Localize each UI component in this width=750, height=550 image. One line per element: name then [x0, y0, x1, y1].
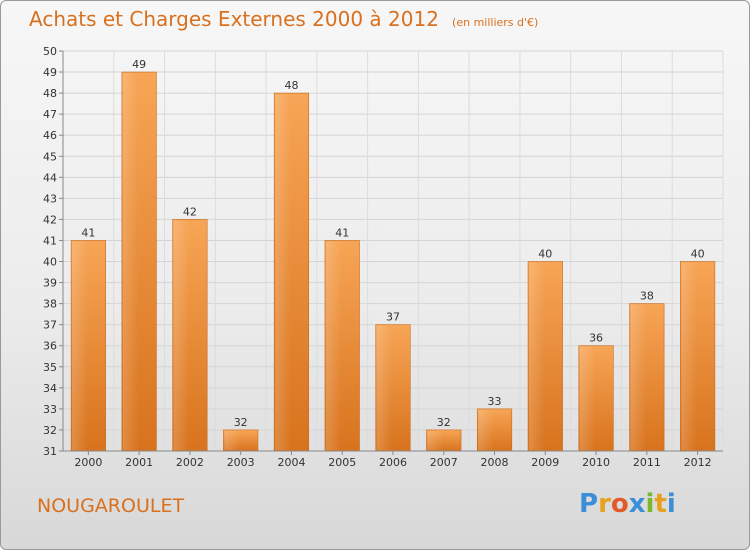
chart-subtitle: (en milliers d'€) [452, 16, 539, 29]
bar-highlight [681, 262, 697, 450]
x-tick-label: 2001 [125, 456, 153, 469]
data-label: 37 [386, 311, 400, 324]
bar-highlight [173, 220, 190, 450]
x-tick-label: 2005 [328, 456, 356, 469]
y-tick-label: 38 [43, 298, 57, 311]
y-tick-label: 42 [43, 213, 57, 226]
bar-highlight [224, 430, 240, 450]
data-label: 32 [234, 416, 248, 429]
y-tick-label: 37 [43, 319, 57, 332]
title-row: Achats et Charges Externes 2000 à 2012 (… [29, 7, 538, 31]
x-tick-label: 2004 [277, 456, 305, 469]
logo-letter: i [666, 489, 676, 519]
x-tick-label: 2000 [74, 456, 102, 469]
x-tick-label: 2011 [633, 456, 661, 469]
x-tick-label: 2009 [531, 456, 559, 469]
y-tick-label: 35 [43, 361, 57, 374]
bar-highlight [275, 94, 291, 451]
bar-highlight [122, 73, 139, 450]
y-tick-label: 40 [43, 256, 57, 269]
logo-letter: i [645, 489, 655, 519]
y-tick-label: 36 [43, 340, 57, 353]
bar-highlight [630, 304, 647, 450]
y-tick-label: 34 [43, 382, 57, 395]
logo-letter: t [654, 489, 667, 519]
y-tick-label: 39 [43, 277, 57, 290]
x-tick-label: 2003 [227, 456, 255, 469]
y-tick-label: 47 [43, 108, 57, 121]
data-label: 38 [640, 290, 654, 303]
proxiti-logo: Proxiti [579, 489, 676, 519]
data-label: 41 [81, 226, 95, 239]
x-tick-label: 2010 [582, 456, 610, 469]
bar-highlight [529, 262, 545, 450]
axis-layer: 31 32 33 34 35 36 37 38 39 40 41 42 43 44 45 46 47 48 49 50… [43, 45, 723, 469]
x-tick-label: 2007 [430, 456, 458, 469]
y-tick-label: 50 [43, 45, 57, 58]
bar-highlight [325, 241, 342, 450]
data-label: 32 [437, 416, 451, 429]
bar-highlight [72, 241, 88, 450]
logo-letter: x [628, 489, 646, 519]
commune-name: NOUGAROULET [37, 495, 185, 517]
y-tick-label: 33 [43, 403, 57, 416]
y-tick-label: 46 [43, 129, 57, 142]
data-label: 49 [132, 58, 146, 71]
bar-highlight [579, 346, 596, 450]
y-tick-label: 45 [43, 150, 57, 163]
bar-highlight [427, 430, 444, 450]
bars-layer: 41 49 42 32 48 41 37 32 33 40 36 38 40 [70, 58, 716, 452]
data-label: 36 [589, 332, 603, 345]
data-label: 41 [335, 226, 349, 239]
data-label: 33 [488, 395, 502, 408]
chart-title: Achats et Charges Externes 2000 à 2012 [29, 7, 439, 31]
y-tick-label: 32 [43, 424, 57, 437]
logo-letter: o [610, 489, 629, 519]
data-label: 40 [538, 248, 552, 261]
y-tick-label: 31 [43, 445, 57, 458]
data-label: 42 [183, 205, 197, 218]
logo-letter: P [579, 489, 599, 519]
data-label: 40 [691, 248, 705, 261]
y-tick-label: 48 [43, 87, 57, 100]
data-label: 48 [284, 79, 298, 92]
x-tick-label: 2012 [684, 456, 712, 469]
logo-letter: r [598, 489, 611, 519]
y-tick-label: 41 [43, 234, 57, 247]
y-tick-label: 43 [43, 192, 57, 205]
bar-highlight [376, 325, 393, 450]
y-tick-label: 44 [43, 171, 57, 184]
y-tick-label: 49 [43, 66, 57, 79]
bar-highlight [478, 409, 494, 450]
x-tick-label: 2002 [176, 456, 204, 469]
x-tick-label: 2008 [481, 456, 509, 469]
x-tick-label: 2006 [379, 456, 407, 469]
